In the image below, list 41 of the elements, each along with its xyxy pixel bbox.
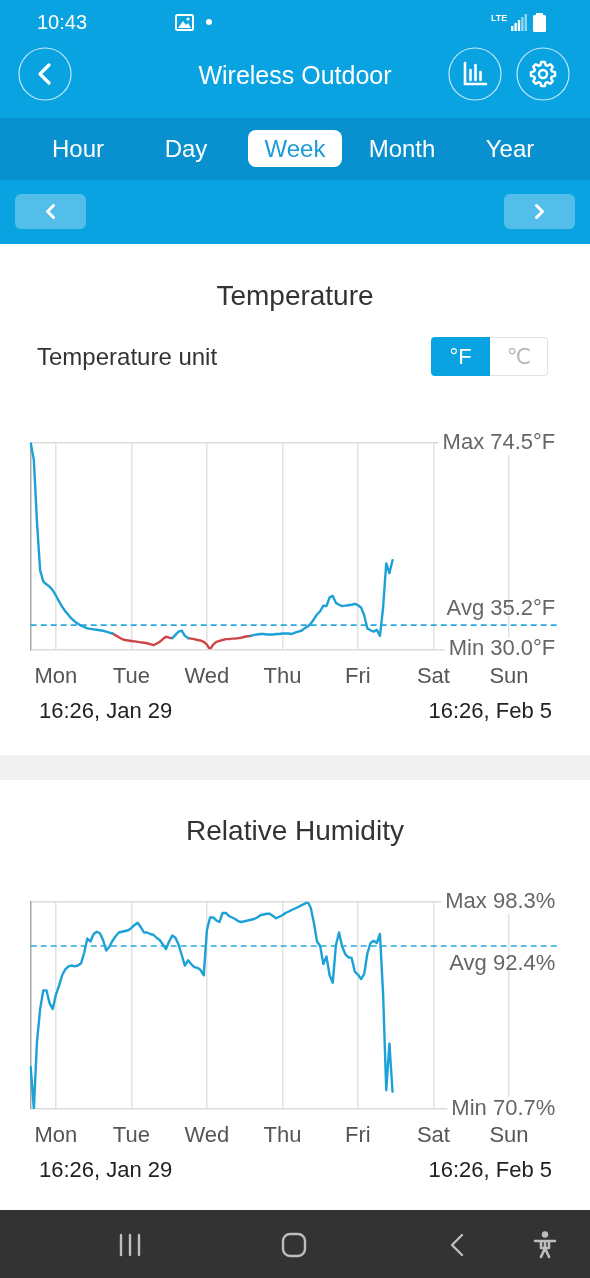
text: ℃ <box>506 343 532 370</box>
ref-line-label: Avg 92.4% <box>449 950 556 976</box>
text: 10:43 <box>37 10 88 34</box>
x-tick-label: Wed <box>184 662 230 688</box>
annotation: Max <box>445 887 487 913</box>
y-tick-label: 74.5°F <box>490 428 556 454</box>
text: 16:26, Feb 5 <box>428 1157 552 1183</box>
x-tick-label: Tue <box>112 1122 150 1148</box>
x-tick-label: Mon <box>34 1122 78 1148</box>
text: Day <box>164 135 208 163</box>
text: °F <box>449 343 472 370</box>
annotation: Min <box>451 1095 487 1121</box>
x-tick-label: Sun <box>489 1122 529 1148</box>
text: Hour <box>51 135 105 163</box>
ref-line-label: Avg 35.2°F <box>446 595 556 621</box>
x-tick-label: Thu <box>263 1122 302 1148</box>
x-tick-label: Sun <box>489 662 529 688</box>
text: 16:26, Jan 29 <box>39 1157 173 1183</box>
text: Wireless Outdoor <box>198 60 392 90</box>
x-tick-label: Thu <box>263 662 302 688</box>
x-tick-label: Fri <box>345 662 371 688</box>
x-tick-label: Sat <box>416 1122 450 1148</box>
text: Month <box>368 135 436 163</box>
x-tick-label: Tue <box>112 662 150 688</box>
x-tick-label: Sat <box>416 662 450 688</box>
text: Week <box>264 135 326 163</box>
text: 16:26, Feb 5 <box>428 698 552 724</box>
x-tick-label: Wed <box>184 1122 230 1148</box>
annotation: Max <box>442 428 485 454</box>
y-tick-label: 98.3% <box>492 887 556 913</box>
text: Year <box>485 135 535 163</box>
text: LTE <box>491 12 508 24</box>
annotation: Min <box>448 635 485 661</box>
y-tick-label: 30.0°F <box>490 635 556 661</box>
x-tick-label: Fri <box>345 1122 371 1148</box>
chart-title: Relative Humidity <box>186 814 404 848</box>
y-tick-label: 70.7% <box>492 1095 556 1121</box>
x-tick-label: Mon <box>34 662 78 688</box>
text: Temperature unit <box>37 343 218 371</box>
chart-title: Temperature <box>216 279 374 313</box>
text: 16:26, Jan 29 <box>39 698 173 724</box>
